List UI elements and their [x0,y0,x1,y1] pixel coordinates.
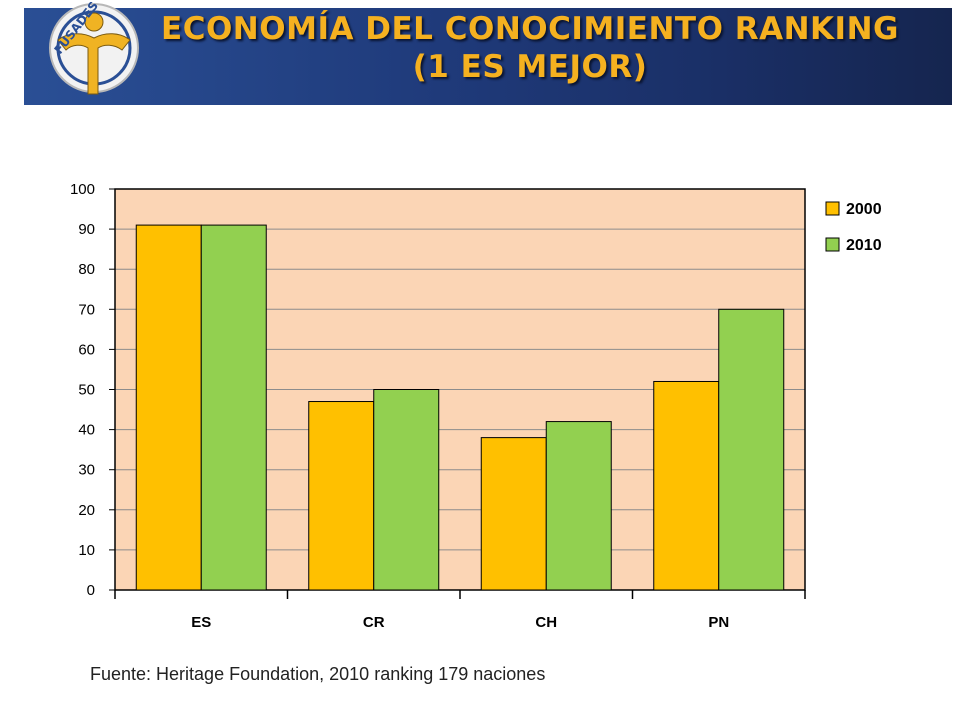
title-banner [24,8,952,105]
y-tick-label: 30 [78,462,95,479]
y-tick-label: 10 [78,542,95,559]
legend-swatch-2000 [825,201,840,216]
bar-2010-CR [373,389,440,591]
bar-2000-CH [480,437,547,591]
y-tick-label: 90 [78,221,95,238]
x-tick-label: PN [708,614,729,631]
bar-2010-CH [545,421,612,591]
title-line-1: ECONOMÍA DEL CONOCIMIENTO RANKING [161,11,899,47]
bar-2000-CR [308,401,375,591]
y-tick-label: 40 [78,422,95,439]
source-note: Fuente: Heritage Foundation, 2010 rankin… [90,664,546,684]
bar-chart: 0 10 20 30 40 50 60 70 80 90 100 ES CR CH PN 2000 2010 [70,181,882,631]
y-tick-label: 0 [87,582,95,599]
y-tick-label: 80 [78,261,95,278]
y-tick-label: 50 [78,382,95,399]
legend-label-2000: 2000 [846,201,882,218]
bar-2000-ES [135,224,202,591]
x-tick-label: CH [535,614,557,631]
x-tick-label: CR [363,614,385,631]
y-tick-label: 60 [78,341,95,358]
bar-2010-PN [718,308,785,591]
y-tick-label: 70 [78,301,95,318]
bar-2010-ES [200,224,267,591]
page-title: ECONOMÍA DEL CONOCIMIENTO RANKING (1 ES … [150,10,910,86]
legend-label-2010: 2010 [846,237,882,254]
title-line-2: (1 ES MEJOR) [412,49,648,85]
y-tick-label: 20 [78,502,95,519]
x-tick-label: ES [191,614,211,631]
y-tick-label: 100 [70,181,95,198]
bar-2000-PN [653,380,720,591]
fusades-logo: FUSADES [49,2,139,95]
legend-swatch-2010 [825,237,840,252]
